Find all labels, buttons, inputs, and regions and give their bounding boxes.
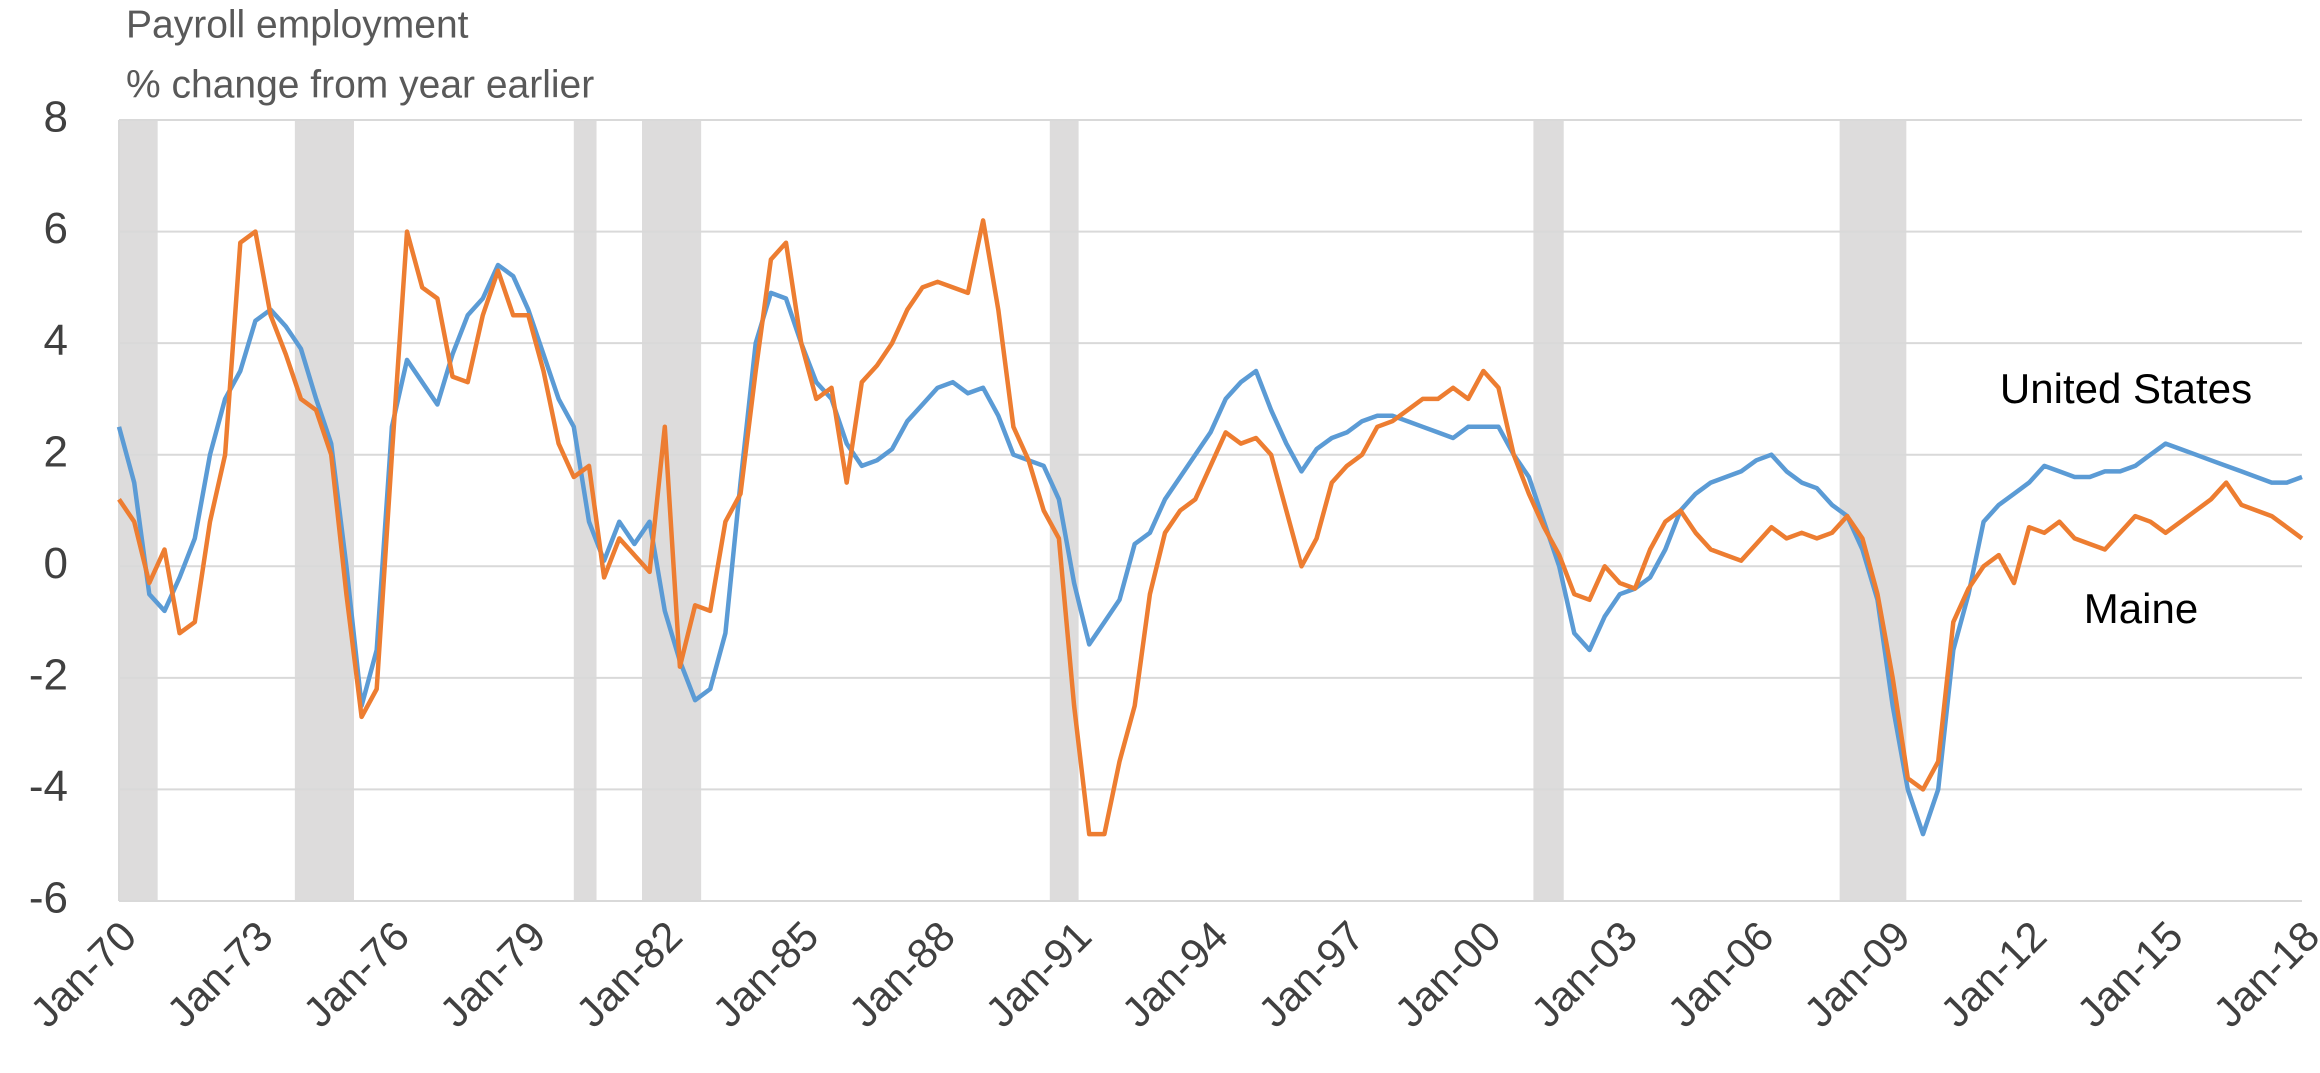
- series-label: United States: [2000, 365, 2252, 412]
- y-tick-label: 4: [44, 316, 68, 365]
- x-tick-label: Jan-00: [1386, 912, 1510, 1036]
- x-tick-label: Jan-85: [703, 912, 827, 1036]
- x-tick-label: Jan-03: [1522, 912, 1646, 1036]
- x-tick-label: Jan-94: [1113, 912, 1237, 1036]
- shaded-range: [294, 120, 354, 901]
- x-tick-label: Jan-06: [1658, 912, 1782, 1036]
- x-tick-label: Jan-97: [1249, 912, 1373, 1036]
- y-tick-label: -6: [29, 874, 68, 923]
- x-tick-label: Jan-70: [21, 912, 145, 1036]
- shaded-range: [1839, 120, 1907, 901]
- y-tick-label: -4: [29, 762, 68, 811]
- x-tick-label: Jan-91: [976, 912, 1100, 1036]
- y-tick-label: 8: [44, 93, 68, 142]
- x-tick-label: Jan-18: [2204, 912, 2320, 1036]
- x-tick-label: Jan-76: [294, 912, 418, 1036]
- shaded-range: [1049, 120, 1079, 901]
- x-tick-label: Jan-79: [430, 912, 554, 1036]
- y-tick-label: 6: [44, 204, 68, 253]
- y-tick-label: -2: [29, 650, 68, 699]
- x-tick-label: Jan-88: [840, 912, 964, 1036]
- series-line: [116, 262, 2303, 837]
- y-tick-label: 2: [44, 427, 68, 476]
- series-label: Maine: [2084, 585, 2198, 632]
- x-tick-label: Jan-82: [567, 912, 691, 1036]
- x-tick-label: Jan-73: [158, 912, 282, 1036]
- y-tick-label: 0: [44, 539, 68, 588]
- y-axis-label: % change from year earlier: [126, 63, 594, 106]
- x-tick-label: Jan-15: [2068, 912, 2192, 1036]
- series-line: [117, 218, 2304, 837]
- chart-title: Payroll employment: [126, 3, 469, 46]
- x-tick-label: Jan-09: [1795, 912, 1919, 1036]
- x-tick-label: Jan-12: [1931, 912, 2055, 1036]
